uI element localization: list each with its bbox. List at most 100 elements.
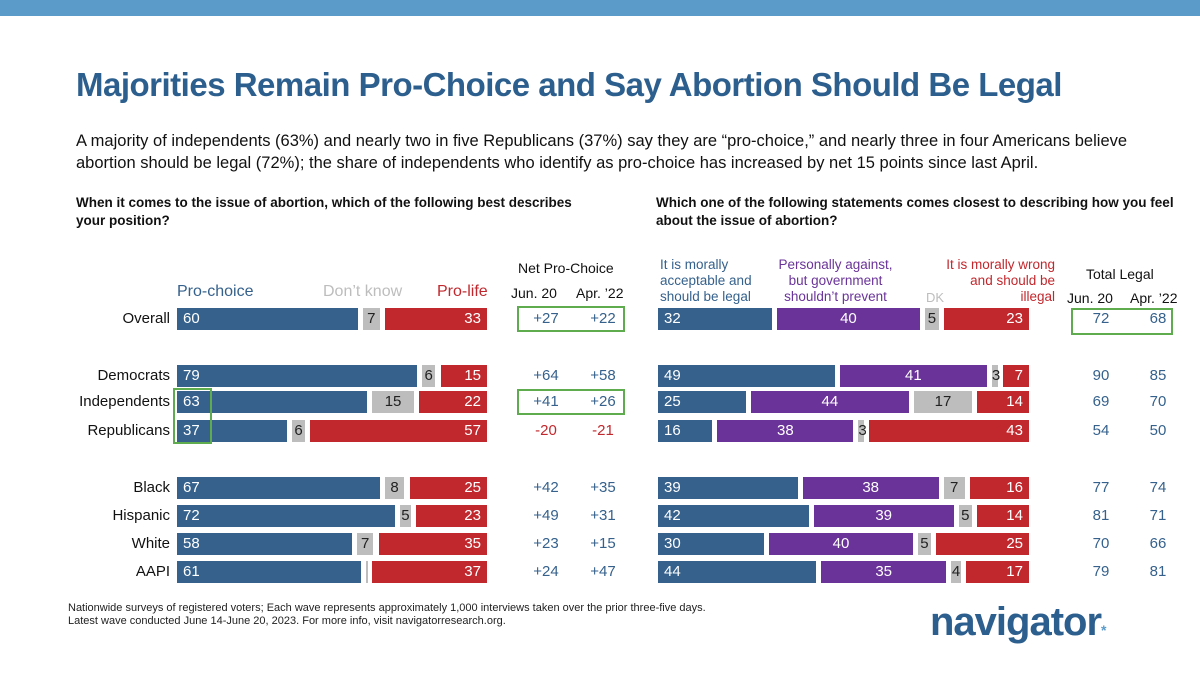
bar-segment-aapi-3: 17 bbox=[965, 561, 1029, 583]
net-col-apr22: Apr. ’22 bbox=[576, 285, 624, 301]
total-jun20-aapi: 79 bbox=[1092, 563, 1110, 580]
bar-segment-democrats-0: 49 bbox=[658, 365, 835, 387]
net-jun20-black: +42 bbox=[533, 479, 559, 496]
net-apr22-white: +15 bbox=[590, 535, 616, 552]
net-apr22-hispanic: +31 bbox=[590, 507, 616, 524]
net-apr22-aapi: +47 bbox=[590, 563, 616, 580]
legend-morally-acceptable: It is morally acceptable and should be l… bbox=[660, 257, 752, 304]
bar-segment-overall-0: 60 bbox=[177, 308, 358, 330]
bar-segment-democrats-3: 7 bbox=[1003, 365, 1029, 387]
net-apr22-overall: +22 bbox=[590, 310, 616, 327]
total-jun20-white: 70 bbox=[1092, 535, 1110, 552]
bar-segment-independents-2: 22 bbox=[418, 391, 487, 413]
bar-segment-republicans-2: 57 bbox=[310, 420, 487, 442]
total-apr22-hispanic: 71 bbox=[1149, 507, 1167, 524]
total-apr22-republicans: 50 bbox=[1149, 422, 1167, 439]
row-label-aapi: AAPI bbox=[135, 563, 170, 580]
net-jun20-aapi: +24 bbox=[533, 563, 559, 580]
highlight-pro-choice-ind-rep bbox=[173, 388, 212, 444]
bar-segment-hispanic-3: 14 bbox=[977, 505, 1029, 527]
bar-segment-independents-0: 25 bbox=[658, 391, 746, 413]
bar-segment-democrats-1: 41 bbox=[839, 365, 987, 387]
bar-segment-independents-1: 44 bbox=[750, 391, 909, 413]
total-apr22-overall: 68 bbox=[1149, 310, 1167, 327]
left-question: When it comes to the issue of abortion, … bbox=[76, 195, 572, 228]
bar-segment-black-0: 67 bbox=[177, 477, 380, 499]
bar-segment-hispanic-2: 23 bbox=[415, 505, 487, 527]
row-label-overall: Overall bbox=[122, 310, 170, 327]
bar-segment-overall-1: 7 bbox=[363, 308, 380, 330]
bar-segment-white-0: 30 bbox=[658, 533, 765, 555]
bar-segment-white-1: 7 bbox=[356, 533, 374, 555]
bar-segment-hispanic-1: 39 bbox=[813, 505, 954, 527]
bar-segment-independents-2: 17 bbox=[913, 391, 973, 413]
row-label-democrats: Democrats bbox=[97, 367, 170, 384]
legend-pro-life: Pro-life bbox=[437, 283, 488, 300]
bar-segment-overall-3: 23 bbox=[943, 308, 1029, 330]
total-jun20-black: 77 bbox=[1092, 479, 1110, 496]
total-jun20-overall: 72 bbox=[1092, 310, 1110, 327]
net-col-jun20: Jun. 20 bbox=[511, 285, 557, 301]
bar-segment-white-2: 35 bbox=[378, 533, 487, 555]
page-title: Majorities Remain Pro-Choice and Say Abo… bbox=[76, 66, 1062, 103]
bar-segment-hispanic-2: 5 bbox=[958, 505, 973, 527]
bar-segment-overall-1: 40 bbox=[776, 308, 921, 330]
bar-segment-hispanic-1: 5 bbox=[400, 505, 411, 527]
bar-segment-republicans-3: 43 bbox=[869, 420, 1029, 442]
bar-segment-black-0: 39 bbox=[658, 477, 798, 499]
bar-segment-black-1: 38 bbox=[802, 477, 939, 499]
bar-segment-white-2: 5 bbox=[917, 533, 932, 555]
total-col-apr22: Apr. ’22 bbox=[1130, 290, 1178, 306]
bar-segment-black-3: 16 bbox=[969, 477, 1029, 499]
bar-segment-overall-2: 33 bbox=[384, 308, 487, 330]
subtitle: A majority of independents (63%) and nea… bbox=[76, 132, 1128, 172]
bar-segment-hispanic-0: 42 bbox=[658, 505, 809, 527]
net-apr22-independents: +26 bbox=[590, 393, 616, 410]
bar-segment-democrats-2: 15 bbox=[440, 365, 487, 387]
highlight-overall-total-legal bbox=[1071, 308, 1173, 335]
row-label-hispanic: Hispanic bbox=[112, 507, 170, 524]
total-jun20-hispanic: 81 bbox=[1092, 507, 1110, 524]
net-jun20-democrats: +64 bbox=[533, 367, 559, 384]
total-jun20-republicans: 54 bbox=[1092, 422, 1110, 439]
legend-pro-choice: Pro-choice bbox=[177, 283, 254, 300]
legend-morally-wrong: It is morally wrong and should be illega… bbox=[946, 257, 1055, 304]
bar-segment-white-1: 40 bbox=[769, 533, 913, 555]
net-jun20-overall: +27 bbox=[533, 310, 559, 327]
total-apr22-white: 66 bbox=[1149, 535, 1167, 552]
net-jun20-hispanic: +49 bbox=[533, 507, 559, 524]
bar-segment-republicans-2: 3 bbox=[858, 420, 867, 442]
net-apr22-democrats: +58 bbox=[590, 367, 616, 384]
row-label-black: Black bbox=[133, 479, 170, 496]
net-apr22-black: +35 bbox=[590, 479, 616, 496]
row-label-white: White bbox=[131, 535, 170, 552]
legend-personally-against: Personally against, but government shoul… bbox=[778, 257, 893, 304]
bar-segment-independents-3: 14 bbox=[977, 391, 1029, 413]
bar-segment-democrats-0: 79 bbox=[177, 365, 417, 387]
right-question: Which one of the following statements co… bbox=[656, 195, 1174, 228]
bar-segment-democrats-1: 6 bbox=[421, 365, 436, 387]
net-jun20-republicans: -20 bbox=[535, 422, 557, 439]
top-banner bbox=[0, 0, 1200, 16]
total-jun20-independents: 69 bbox=[1092, 393, 1110, 410]
bar-segment-black-2: 7 bbox=[943, 477, 965, 499]
bar-segment-aapi-1: 35 bbox=[821, 561, 947, 583]
net-jun20-white: +23 bbox=[533, 535, 559, 552]
bar-segment-black-2: 25 bbox=[409, 477, 487, 499]
bar-segment-aapi-2: 4 bbox=[951, 561, 961, 583]
net-apr22-republicans: -21 bbox=[592, 422, 614, 439]
total-jun20-democrats: 90 bbox=[1092, 367, 1110, 384]
row-label-independents: Independents bbox=[79, 393, 170, 410]
bar-segment-black-1: 8 bbox=[384, 477, 405, 499]
bar-segment-white-0: 58 bbox=[177, 533, 352, 555]
bar-segment-aapi-2: 37 bbox=[372, 561, 487, 583]
footnote-line-1: Nationwide surveys of registered voters;… bbox=[68, 602, 706, 614]
bar-segment-republicans-1: 6 bbox=[291, 420, 306, 442]
legend-dk: DK bbox=[926, 290, 945, 305]
bar-segment-aapi-1 bbox=[366, 561, 369, 583]
bar-segment-white-3: 25 bbox=[936, 533, 1029, 555]
bar-segment-republicans-0: 16 bbox=[658, 420, 713, 442]
bar-segment-republicans-0: 37 bbox=[177, 420, 287, 442]
bar-segment-republicans-1: 38 bbox=[717, 420, 854, 442]
bar-segment-aapi-0: 44 bbox=[658, 561, 817, 583]
